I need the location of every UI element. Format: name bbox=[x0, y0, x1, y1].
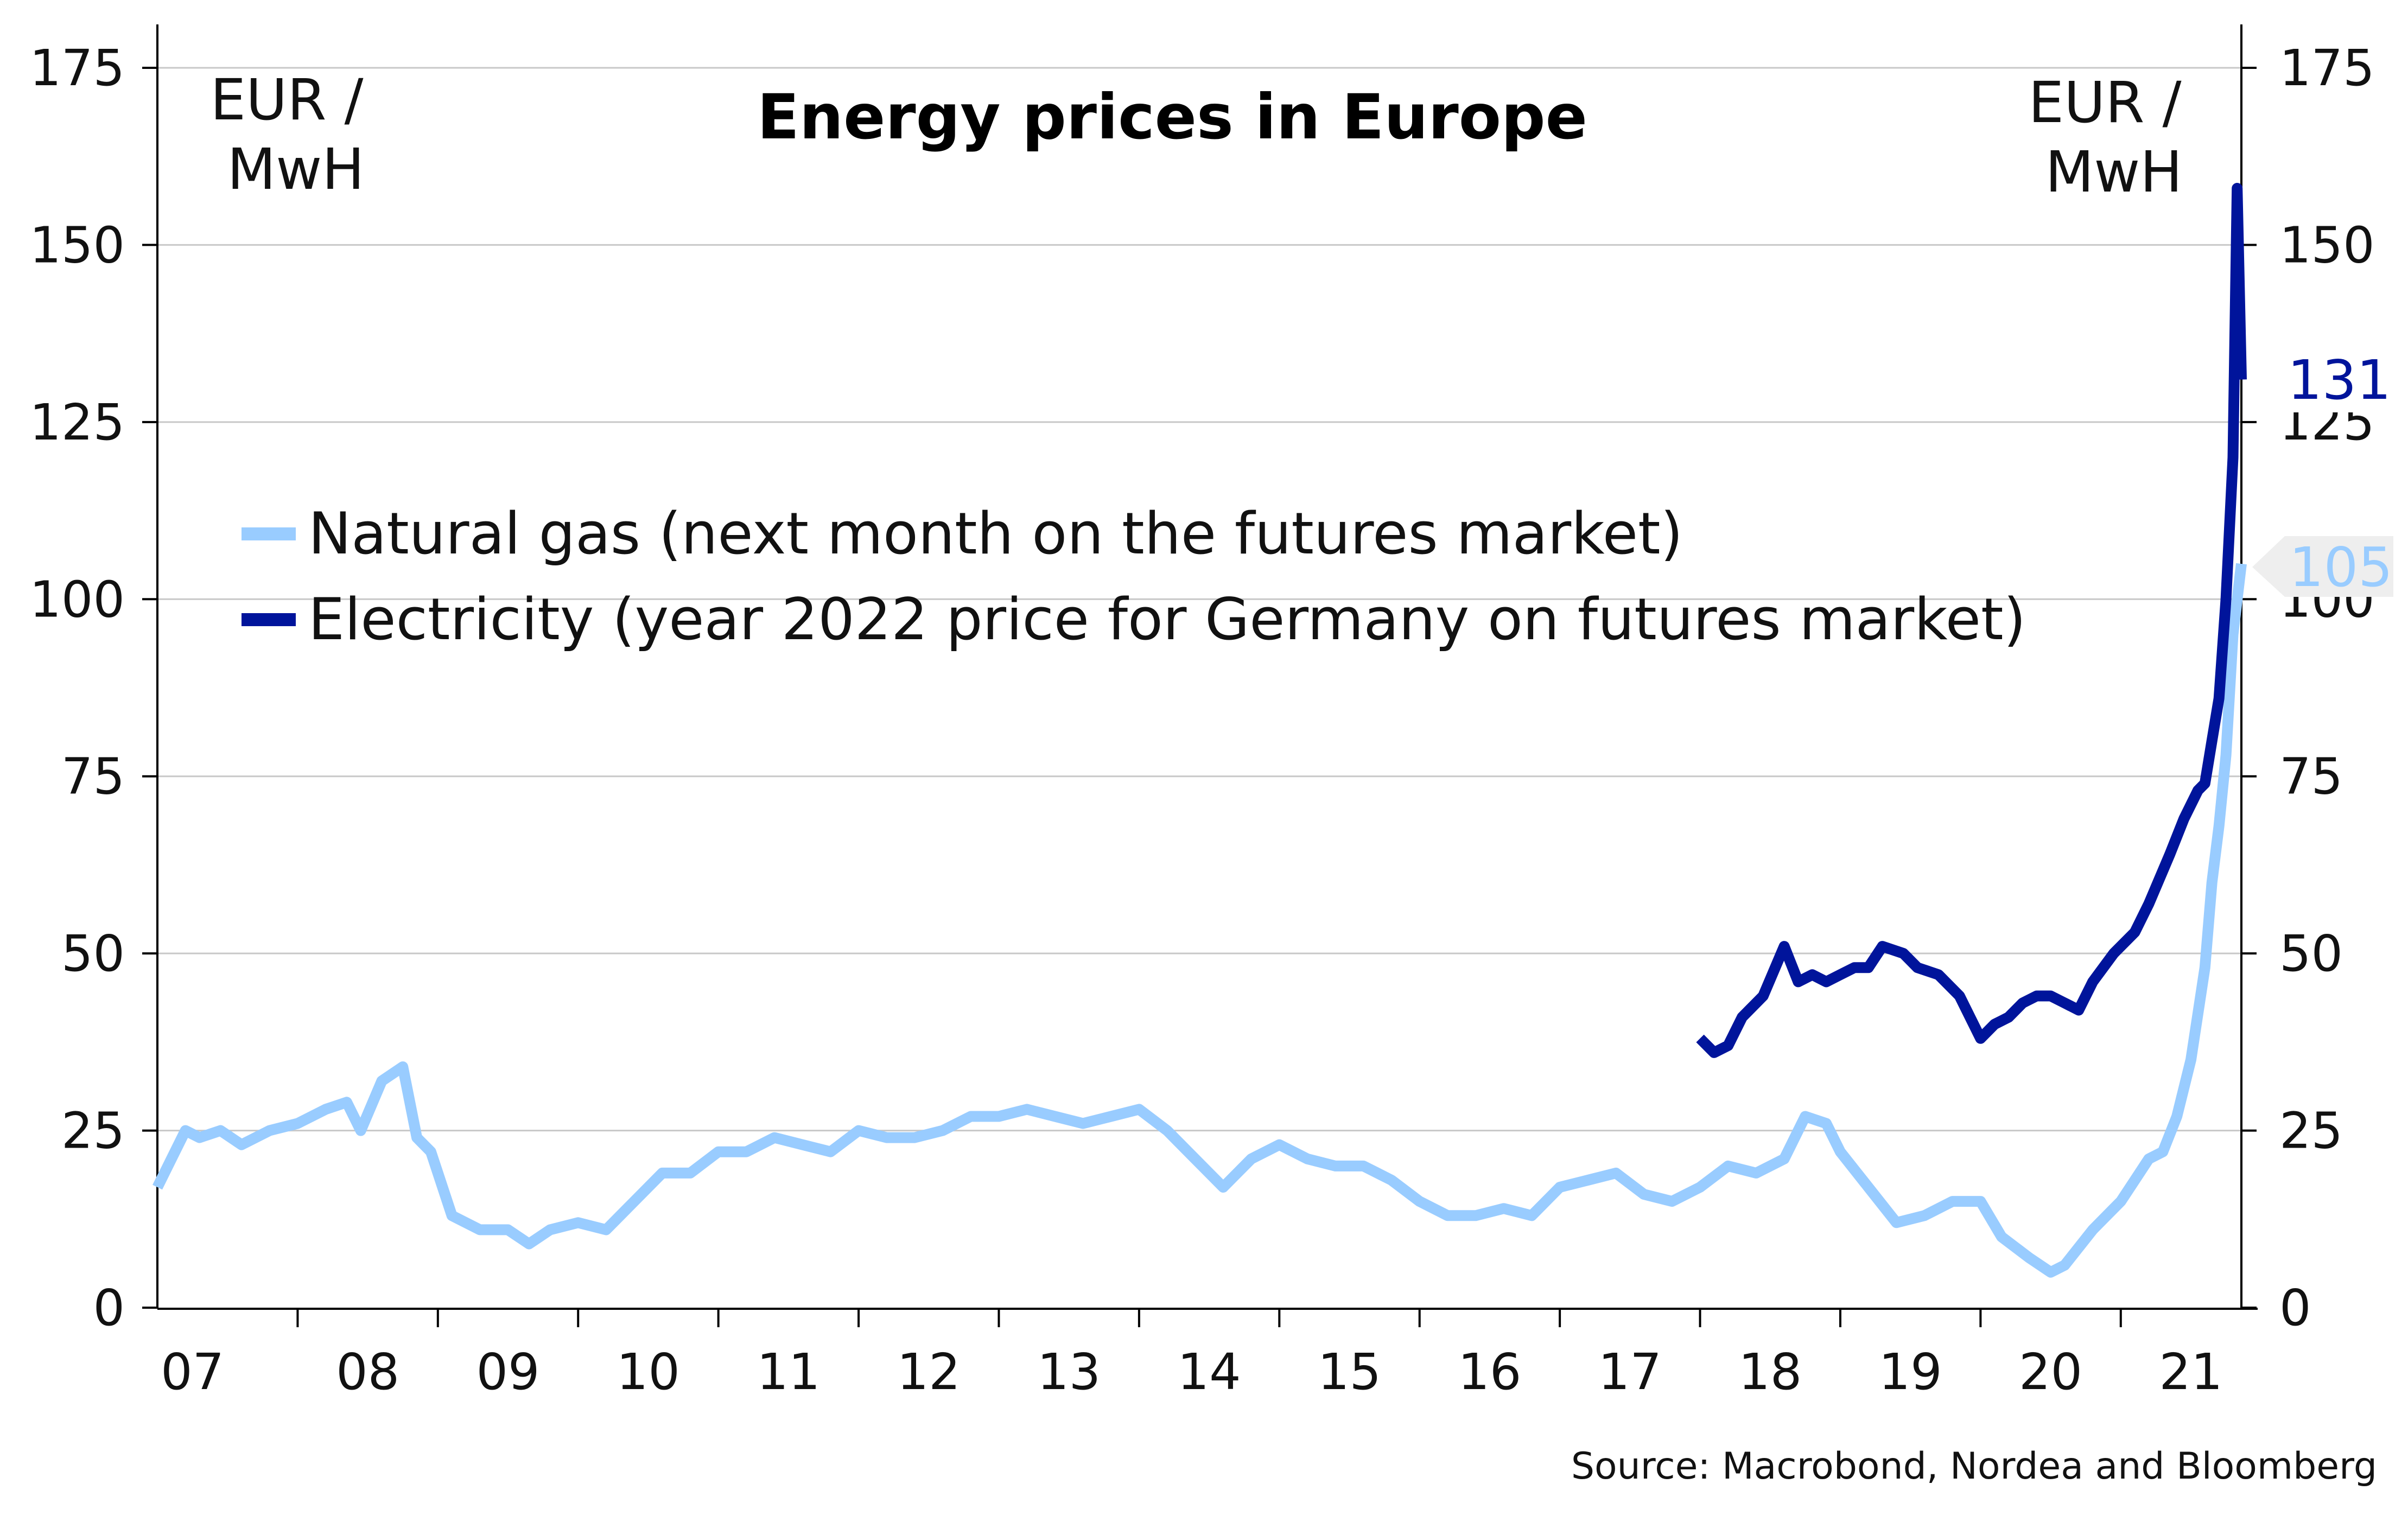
y-tick-label-right: 0 bbox=[2279, 1279, 2311, 1337]
end-label-electricity: 131 bbox=[2279, 347, 2391, 412]
x-tick-label: 15 bbox=[1318, 1343, 1381, 1401]
end-label-gas-bg bbox=[2252, 536, 2393, 597]
source-note: Source: Macrobond, Nordea and Bloomberg bbox=[1571, 1445, 2377, 1488]
end-label-gas-text: 105 bbox=[2289, 536, 2393, 599]
right-unit-label: EUR / MwH bbox=[2028, 69, 2199, 205]
legend-swatch-electricity bbox=[242, 613, 296, 626]
y-tick-label-left: 0 bbox=[93, 1279, 125, 1337]
x-tick-label: 19 bbox=[1879, 1343, 1942, 1401]
y-tick-label-right: 150 bbox=[2279, 216, 2375, 274]
end-label-electricity-text: 131 bbox=[2288, 348, 2391, 412]
y-tick-label-right: 50 bbox=[2279, 925, 2343, 983]
left-unit-line-2: MwH bbox=[227, 136, 365, 202]
x-tick-label: 18 bbox=[1738, 1343, 1802, 1401]
x-tick-label: 21 bbox=[2159, 1343, 2222, 1401]
y-tick-label-right: 25 bbox=[2279, 1102, 2343, 1160]
x-tick-label: 09 bbox=[476, 1343, 539, 1401]
y-tick-label-right: 75 bbox=[2279, 748, 2343, 806]
end-label-gas: 105 bbox=[2252, 536, 2393, 599]
legend-swatch-gas bbox=[242, 527, 296, 540]
x-tick-label: 08 bbox=[336, 1343, 399, 1401]
chart-title: Energy prices in Europe bbox=[757, 81, 1587, 153]
y-tick-label-left: 175 bbox=[29, 39, 125, 97]
x-tick-label: 07 bbox=[161, 1343, 224, 1401]
x-tick-label: 13 bbox=[1037, 1343, 1101, 1401]
legend-label-gas: Natural gas (next month on the futures m… bbox=[308, 500, 1683, 567]
y-tick-label-right: 175 bbox=[2279, 39, 2375, 97]
series-line-natural-gas bbox=[153, 563, 2247, 1278]
right-unit-line-2: MwH bbox=[2045, 139, 2183, 205]
y-tick-label-left: 100 bbox=[29, 570, 125, 628]
end-label-electricity-bg bbox=[2279, 347, 2382, 412]
gridlines bbox=[157, 67, 2241, 1132]
series-line-electricity bbox=[1696, 183, 2247, 1058]
x-tick-label: 11 bbox=[757, 1343, 820, 1401]
y-tick-label-left: 125 bbox=[29, 393, 125, 451]
legend: Natural gas (next month on the futures m… bbox=[242, 500, 2026, 653]
x-tick-label: 16 bbox=[1458, 1343, 1521, 1401]
y-tick-label-left: 150 bbox=[29, 216, 125, 274]
left-unit-label: EUR / MwH bbox=[210, 67, 381, 202]
left-unit-line-1: EUR / bbox=[210, 67, 364, 133]
x-tick-label: 10 bbox=[617, 1343, 680, 1401]
y-tick-label-left: 75 bbox=[61, 748, 125, 806]
legend-label-electricity: Electricity (year 2022 price for Germany… bbox=[308, 586, 2026, 653]
x-tick-label: 20 bbox=[2019, 1343, 2082, 1401]
x-tick-label: 17 bbox=[1598, 1343, 1662, 1401]
y-tick-label-left: 25 bbox=[61, 1102, 125, 1160]
y-tick-label-left: 50 bbox=[61, 925, 125, 983]
right-unit-line-1: EUR / bbox=[2028, 69, 2182, 136]
x-tick-label: 12 bbox=[897, 1343, 961, 1401]
series-lines bbox=[153, 183, 2247, 1278]
x-tick-label: 14 bbox=[1178, 1343, 1241, 1401]
